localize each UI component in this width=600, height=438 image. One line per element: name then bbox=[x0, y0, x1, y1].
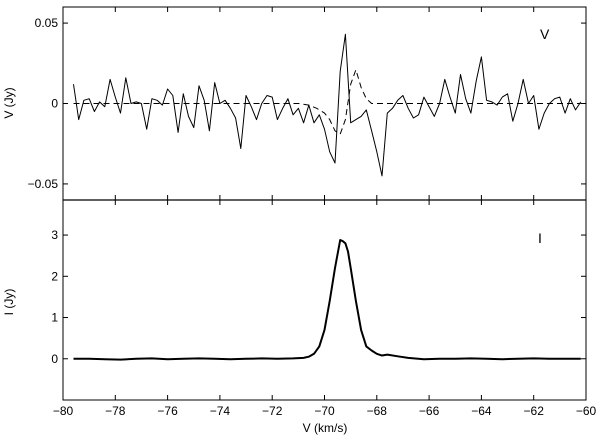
bottom-series-group bbox=[73, 239, 581, 361]
x-axis-title: V (km/s) bbox=[303, 421, 348, 435]
x-tick-label: −78 bbox=[105, 404, 126, 418]
bottom-ticks: 0 1 2 3 −80 −78 −76 −74 −72 −70 −68 −66 −64 −62 −60 bbox=[51, 200, 597, 418]
x-tick-label: −62 bbox=[524, 404, 545, 418]
x-tick-label: −76 bbox=[157, 404, 178, 418]
x-tick-label: −74 bbox=[210, 404, 231, 418]
y-tick-label: 0.05 bbox=[35, 16, 59, 30]
x-tick-label: −60 bbox=[576, 404, 597, 418]
series-line-solid bbox=[73, 33, 582, 177]
x-tick-label: −72 bbox=[262, 404, 283, 418]
bottom-panel-i: I I (Jy) V (km/s) 0 1 2 3 −80 −78 −76 −74 −72 −70… bbox=[2, 199, 597, 435]
panel-tag-i: I bbox=[538, 230, 542, 246]
panel-tag-v: V bbox=[540, 26, 550, 42]
y-tick-label: 1 bbox=[51, 311, 58, 325]
top-y-ticks: −0.05 0 0.05 bbox=[28, 7, 587, 200]
y-tick-label: 2 bbox=[51, 269, 58, 283]
y-tick-label: 3 bbox=[51, 228, 58, 242]
series-line-solid-thick bbox=[73, 239, 581, 361]
top-series-group bbox=[73, 33, 582, 177]
x-tick-label: −66 bbox=[419, 404, 440, 418]
x-tick-label: −80 bbox=[53, 404, 74, 418]
x-tick-label: −68 bbox=[367, 404, 388, 418]
y-axis-title-v: V (Jy) bbox=[2, 87, 16, 118]
x-tick-label: −70 bbox=[314, 404, 335, 418]
y-axis-title-i: I (Jy) bbox=[2, 289, 16, 316]
series-line-dashed bbox=[73, 69, 581, 135]
y-tick-label: 0 bbox=[51, 352, 58, 366]
x-tick-label: −64 bbox=[471, 404, 492, 418]
y-tick-label: 0 bbox=[51, 97, 58, 111]
y-tick-label: −0.05 bbox=[28, 177, 59, 191]
